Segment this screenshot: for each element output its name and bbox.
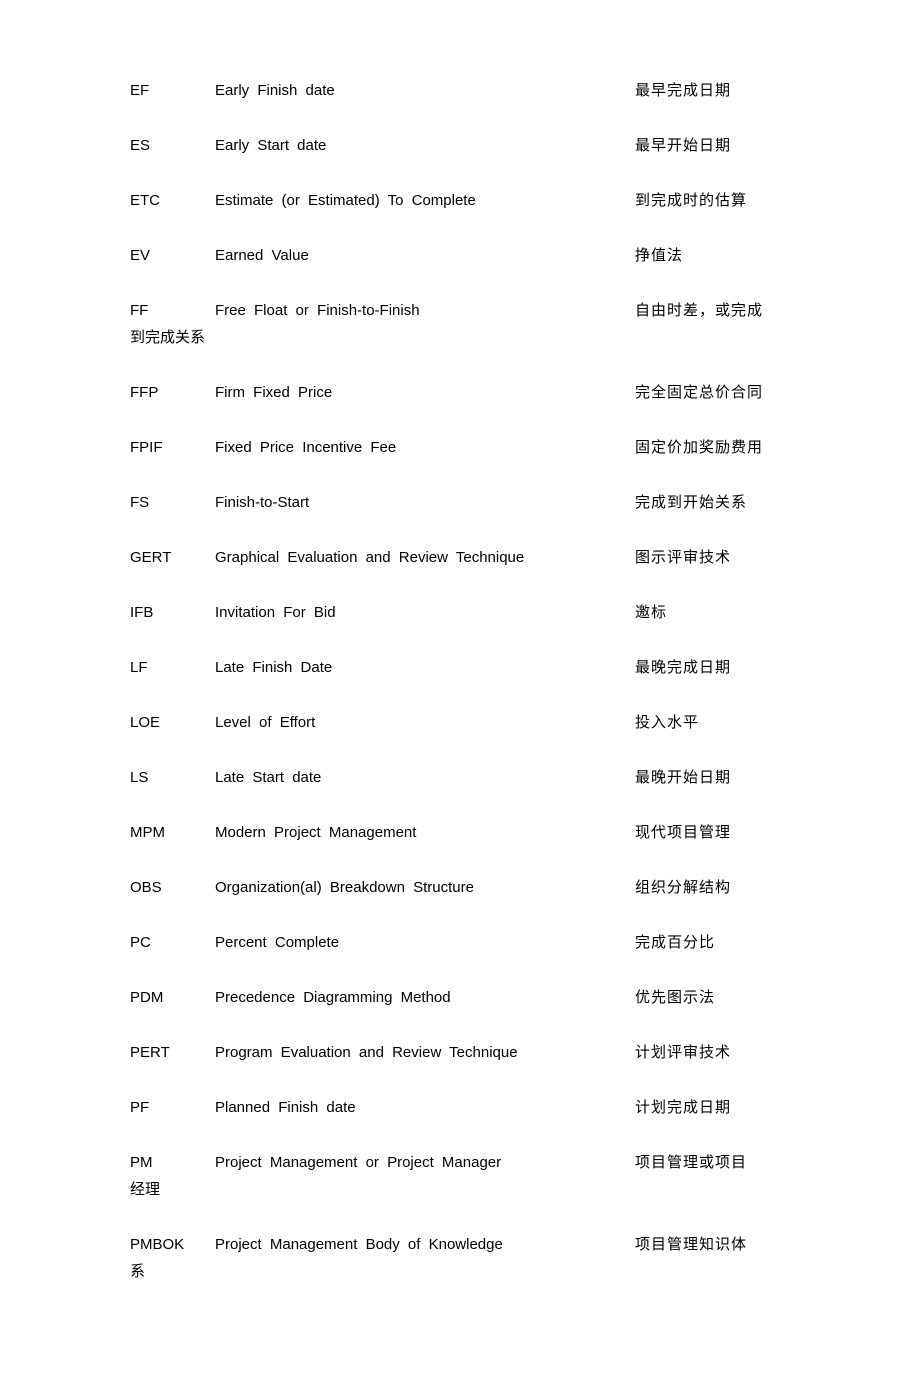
full-cell: Program Evaluation and Review Technique xyxy=(215,1042,635,1063)
glossary-row: PERTProgram Evaluation and Review Techni… xyxy=(130,1042,800,1063)
abbr-cell: IFB xyxy=(130,602,215,623)
chinese-cell: 计划评审技术 xyxy=(635,1042,800,1063)
abbr-cell: FPIF xyxy=(130,437,215,458)
abbr-cell: PC xyxy=(130,932,215,953)
glossary-row: LOELevel of Effort投入水平 xyxy=(130,712,800,733)
abbr-cell: FF xyxy=(130,300,215,321)
chinese-cell: 完成百分比 xyxy=(635,932,800,953)
full-cell: Early Start date xyxy=(215,135,635,156)
chinese-cell: 挣值法 xyxy=(635,245,800,266)
chinese-cell: 组织分解结构 xyxy=(635,877,800,898)
abbr-cell: LF xyxy=(130,657,215,678)
full-cell: Project Management Body of Knowledge xyxy=(215,1234,635,1255)
glossary-row: PDMPrecedence Diagramming Method优先图示法 xyxy=(130,987,800,1008)
abbr-cell: PM xyxy=(130,1152,215,1173)
glossary-row: PFPlanned Finish date计划完成日期 xyxy=(130,1097,800,1118)
chinese-cell: 最晚完成日期 xyxy=(635,657,800,678)
chinese-cell: 最晚开始日期 xyxy=(635,767,800,788)
full-cell: Late Finish Date xyxy=(215,657,635,678)
glossary-container: EFEarly Finish date最早完成日期 ESEarly Start d… xyxy=(130,80,800,1282)
abbr-cell: FFP xyxy=(130,382,215,403)
abbr-cell: PERT xyxy=(130,1042,215,1063)
full-cell: Level of Effort xyxy=(215,712,635,733)
chinese-cell: 邀标 xyxy=(635,602,800,623)
full-cell: Free Float or Finish-to-Finish xyxy=(215,300,635,321)
chinese-cell: 优先图示法 xyxy=(635,987,800,1008)
glossary-row: PMBOKProject Management Body of Knowledg… xyxy=(130,1234,800,1282)
chinese-cell: 完全固定总价合同 xyxy=(635,382,800,403)
abbr-cell: PMBOK xyxy=(130,1234,215,1255)
chinese-cell: 投入水平 xyxy=(635,712,800,733)
chinese-cell: 到完成时的估算 xyxy=(635,190,800,211)
full-cell: Project Management or Project Manager xyxy=(215,1152,635,1173)
chinese-wrap: 到完成关系 xyxy=(130,327,800,348)
glossary-row: ETCEstimate (or Estimated) To Complete到完… xyxy=(130,190,800,211)
full-cell: Precedence Diagramming Method xyxy=(215,987,635,1008)
glossary-row: MPMModern Project Management现代项目管理 xyxy=(130,822,800,843)
chinese-cell: 现代项目管理 xyxy=(635,822,800,843)
abbr-cell: PF xyxy=(130,1097,215,1118)
chinese-cell: 完成到开始关系 xyxy=(635,492,800,513)
abbr-cell: LS xyxy=(130,767,215,788)
abbr-cell: EF xyxy=(130,80,215,101)
glossary-row: FFFree Float or Finish-to-Finish自由时差，或完成… xyxy=(130,300,800,348)
chinese-wrap: 系 xyxy=(130,1261,800,1282)
chinese-wrap: 经理 xyxy=(130,1179,800,1200)
glossary-row: ESEarly Start date最早开始日期 xyxy=(130,135,800,156)
abbr-cell: ES xyxy=(130,135,215,156)
glossary-row: FPIFFixed Price Incentive Fee固定价加奖励费用 xyxy=(130,437,800,458)
abbr-cell: GERT xyxy=(130,547,215,568)
glossary-row: LFLate Finish Date最晚完成日期 xyxy=(130,657,800,678)
chinese-cell: 图示评审技术 xyxy=(635,547,800,568)
chinese-cell: 项目管理知识体 xyxy=(635,1234,800,1255)
glossary-row: FFPFirm Fixed Price完全固定总价合同 xyxy=(130,382,800,403)
glossary-row: PMProject Management or Project Manager项… xyxy=(130,1152,800,1200)
abbr-cell: MPM xyxy=(130,822,215,843)
abbr-cell: LOE xyxy=(130,712,215,733)
chinese-cell: 项目管理或项目 xyxy=(635,1152,800,1173)
glossary-row: OBSOrganization(al) Breakdown Structure组… xyxy=(130,877,800,898)
full-cell: Earned Value xyxy=(215,245,635,266)
full-cell: Fixed Price Incentive Fee xyxy=(215,437,635,458)
full-cell: Late Start date xyxy=(215,767,635,788)
abbr-cell: OBS xyxy=(130,877,215,898)
glossary-row: PCPercent Complete完成百分比 xyxy=(130,932,800,953)
full-cell: Graphical Evaluation and Review Techniqu… xyxy=(215,547,635,568)
abbr-cell: ETC xyxy=(130,190,215,211)
abbr-cell: FS xyxy=(130,492,215,513)
glossary-row: FSFinish-to-Start完成到开始关系 xyxy=(130,492,800,513)
full-cell: Modern Project Management xyxy=(215,822,635,843)
full-cell: Planned Finish date xyxy=(215,1097,635,1118)
glossary-row: LSLate Start date最晚开始日期 xyxy=(130,767,800,788)
chinese-cell: 自由时差，或完成 xyxy=(635,300,800,321)
glossary-row: EVEarned Value挣值法 xyxy=(130,245,800,266)
full-cell: Firm Fixed Price xyxy=(215,382,635,403)
chinese-cell: 计划完成日期 xyxy=(635,1097,800,1118)
full-cell: Invitation For Bid xyxy=(215,602,635,623)
full-cell: Estimate (or Estimated) To Complete xyxy=(215,190,635,211)
chinese-cell: 最早完成日期 xyxy=(635,80,800,101)
chinese-cell: 固定价加奖励费用 xyxy=(635,437,800,458)
glossary-row: IFBInvitation For Bid邀标 xyxy=(130,602,800,623)
full-cell: Finish-to-Start xyxy=(215,492,635,513)
chinese-cell: 最早开始日期 xyxy=(635,135,800,156)
glossary-row: EFEarly Finish date最早完成日期 xyxy=(130,80,800,101)
full-cell: Organization(al) Breakdown Structure xyxy=(215,877,635,898)
full-cell: Early Finish date xyxy=(215,80,635,101)
glossary-row: GERTGraphical Evaluation and Review Tech… xyxy=(130,547,800,568)
abbr-cell: PDM xyxy=(130,987,215,1008)
abbr-cell: EV xyxy=(130,245,215,266)
full-cell: Percent Complete xyxy=(215,932,635,953)
